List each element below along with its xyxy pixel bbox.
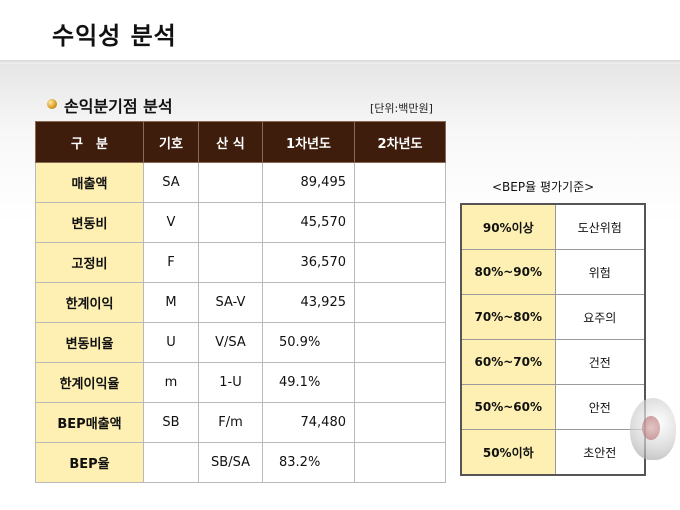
criteria-grade: 위험 xyxy=(554,249,646,295)
table-row: 한계이익 M SA-V 43,925 xyxy=(35,282,446,323)
row-label: BEP매출액 xyxy=(35,402,144,443)
table-header-row: 구 분 기호 산 식 1차년도 2차년도 xyxy=(35,121,446,163)
criteria-range: 80%~90% xyxy=(460,249,556,295)
row-symbol: SB xyxy=(143,402,199,443)
criteria-grade: 요주의 xyxy=(554,294,646,340)
unit-note: [단위:백만원] xyxy=(370,102,433,115)
row-year2 xyxy=(354,362,446,403)
criteria-range: 90%이상 xyxy=(460,203,556,250)
row-formula: SB/SA xyxy=(198,442,263,483)
table-row: 고정비 F 36,570 xyxy=(35,242,446,283)
row-formula xyxy=(198,242,263,283)
bep-criteria-caption: <BEP율 평가기준> xyxy=(492,180,595,194)
criteria-grade: 건전 xyxy=(554,339,646,385)
row-year1: 45,570 xyxy=(262,202,355,243)
criteria-range: 60%~70% xyxy=(460,339,556,385)
slide-title: 수익성 분석 xyxy=(52,22,177,50)
criteria-row: 90%이상 도산위험 xyxy=(460,203,646,250)
row-symbol: m xyxy=(143,362,199,403)
table-row: 변동비율 U V/SA 50.9% xyxy=(35,322,446,363)
row-formula: F/m xyxy=(198,402,263,443)
row-year1: 43,925 xyxy=(262,282,355,323)
criteria-row: 60%~70% 건전 xyxy=(460,339,646,385)
row-year2 xyxy=(354,442,446,483)
header-symbol: 기호 xyxy=(143,121,199,163)
row-label: 한계이익율 xyxy=(35,362,144,403)
row-formula: V/SA xyxy=(198,322,263,363)
row-symbol: SA xyxy=(143,162,199,203)
row-label: 변동비 xyxy=(35,202,144,243)
row-year2 xyxy=(354,322,446,363)
criteria-range: 70%~80% xyxy=(460,294,556,340)
criteria-row: 50%~60% 안전 xyxy=(460,384,646,430)
table-row: 변동비 V 45,570 xyxy=(35,202,446,243)
title-band xyxy=(0,0,680,62)
row-label: 고정비 xyxy=(35,242,144,283)
decorative-ornament-center xyxy=(642,416,660,440)
criteria-range: 50%~60% xyxy=(460,384,556,430)
section-title: 손익분기점 분석 xyxy=(64,97,173,116)
row-year2 xyxy=(354,282,446,323)
table-row: BEP율 SB/SA 83.2% xyxy=(35,442,446,483)
row-formula: 1-U xyxy=(198,362,263,403)
row-formula xyxy=(198,162,263,203)
row-label: 매출액 xyxy=(35,162,144,203)
title-divider xyxy=(0,60,680,64)
row-label: 한계이익 xyxy=(35,282,144,323)
criteria-range: 50%이하 xyxy=(460,429,556,476)
row-label: BEP율 xyxy=(35,442,144,483)
row-symbol xyxy=(143,442,199,483)
row-year2 xyxy=(354,202,446,243)
row-year2 xyxy=(354,162,446,203)
row-year2 xyxy=(354,242,446,283)
row-formula: SA-V xyxy=(198,282,263,323)
table-row: 한계이익율 m 1-U 49.1% xyxy=(35,362,446,403)
row-symbol: V xyxy=(143,202,199,243)
row-year1: 89,495 xyxy=(262,162,355,203)
criteria-row: 70%~80% 요주의 xyxy=(460,294,646,340)
row-year1: 50.9% xyxy=(262,322,355,363)
row-symbol: F xyxy=(143,242,199,283)
row-year2 xyxy=(354,402,446,443)
row-year1: 36,570 xyxy=(262,242,355,283)
row-label: 변동비율 xyxy=(35,322,144,363)
criteria-row: 80%~90% 위험 xyxy=(460,249,646,295)
table-row: 매출액 SA 89,495 xyxy=(35,162,446,203)
row-year1: 49.1% xyxy=(262,362,355,403)
criteria-row: 50%이하 초안전 xyxy=(460,429,646,476)
criteria-grade: 도산위험 xyxy=(554,203,646,250)
header-year2: 2차년도 xyxy=(354,121,446,163)
row-symbol: M xyxy=(143,282,199,323)
table-row: BEP매출액 SB F/m 74,480 xyxy=(35,402,446,443)
break-even-table: 구 분 기호 산 식 1차년도 2차년도 매출액 SA 89,495 변동비 V… xyxy=(35,121,446,483)
header-year1: 1차년도 xyxy=(262,121,355,163)
bep-criteria-table: 90%이상 도산위험 80%~90% 위험 70%~80% 요주의 60%~70… xyxy=(460,203,646,476)
bullet-icon xyxy=(47,99,57,109)
row-year1: 83.2% xyxy=(262,442,355,483)
header-formula: 산 식 xyxy=(198,121,263,163)
row-year1: 74,480 xyxy=(262,402,355,443)
row-formula xyxy=(198,202,263,243)
header-category: 구 분 xyxy=(35,121,144,163)
row-symbol: U xyxy=(143,322,199,363)
